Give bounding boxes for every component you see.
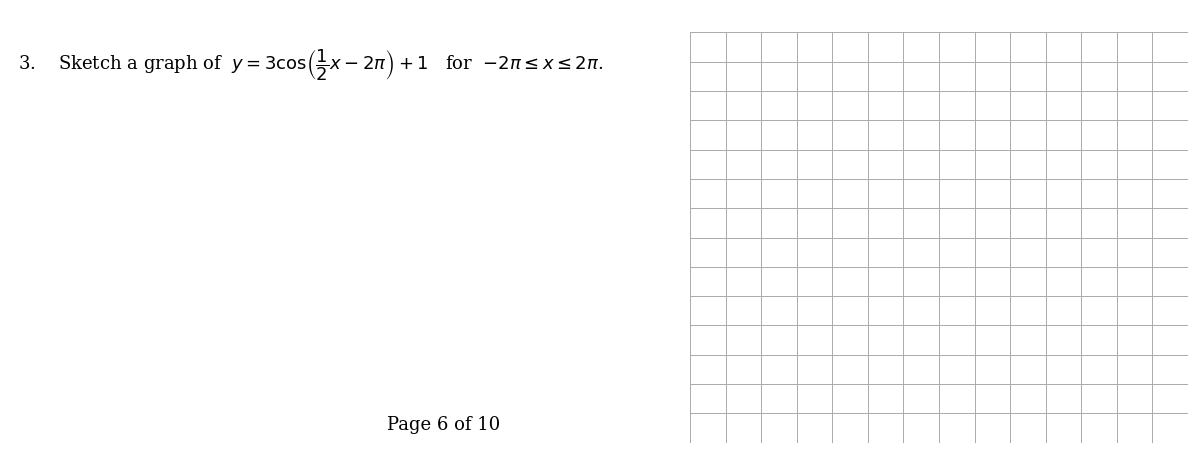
Text: Page 6 of 10: Page 6 of 10: [388, 415, 500, 433]
Text: 3.    Sketch a graph of  $y = 3\cos\!\left(\dfrac{1}{2}x - 2\pi\right) + 1$   fo: 3. Sketch a graph of $y = 3\cos\!\left(\…: [18, 48, 604, 83]
